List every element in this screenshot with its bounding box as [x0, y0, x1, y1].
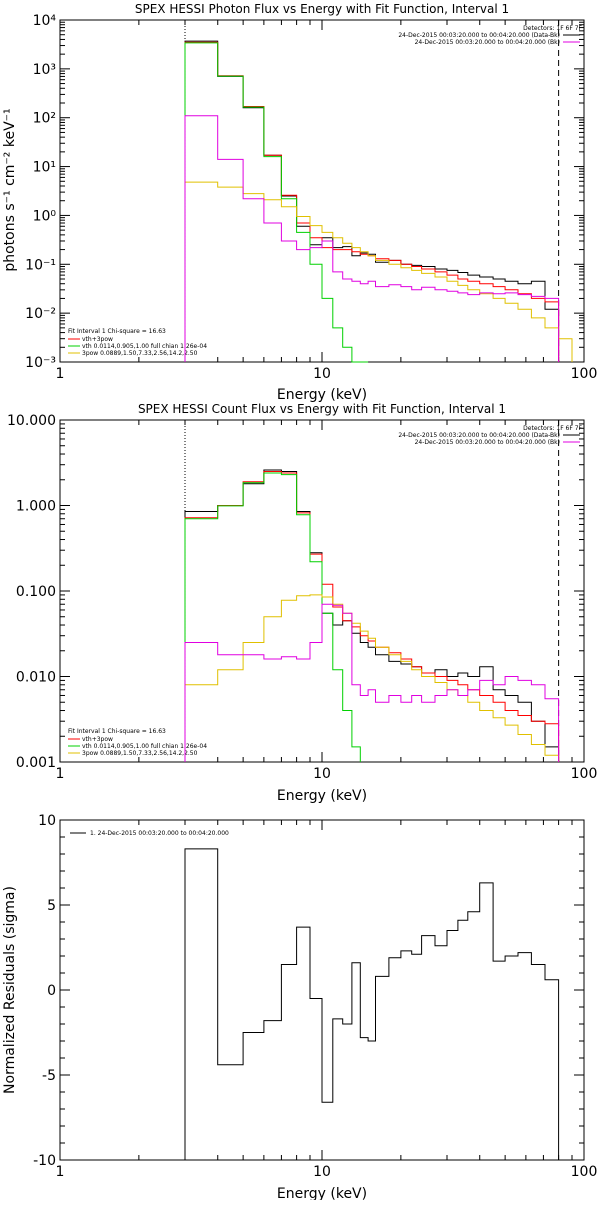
count-ytick-label: 10.000 — [7, 413, 56, 429]
photon-series-bk — [184, 115, 560, 362]
count-xtick-label: 10 — [313, 766, 331, 782]
count-ytick-label: 1.000 — [16, 499, 56, 515]
count-legend-0: 24-Dec-2015 00:03:20.000 to 00:04:20.000… — [398, 432, 560, 439]
photon-xlabel: Energy (keV) — [277, 387, 367, 403]
count-legend-header: Detectors: 1F 6F 7F — [523, 425, 582, 432]
photon-series-vth-3pow — [184, 41, 560, 362]
count-ytick-label: 0.100 — [16, 584, 56, 600]
count-ytick-label: 0.010 — [16, 670, 56, 686]
count-xtick-label: 1 — [56, 766, 65, 782]
residual-xlabel: Energy (keV) — [277, 1186, 367, 1200]
residual-ytick-label: 0 — [47, 983, 56, 999]
photon-ytick-label: 10⁻¹ — [25, 257, 56, 273]
photon-fit-item-0: vth+3pow — [82, 336, 113, 343]
photon-series-3pow — [184, 181, 573, 362]
photon-ytick-label: 10⁻³ — [25, 355, 56, 371]
photon-legend-header: Detectors: 1F 6F 7F — [523, 25, 582, 32]
count-fit-item-2: 3pow 0.0889,1.50,7.33,2.56,14.2,2.50 — [82, 750, 198, 757]
photon-ylabel: photons s⁻¹ cm⁻² keV⁻¹ — [2, 108, 18, 271]
count-xlabel: Energy (keV) — [277, 788, 367, 804]
photon-xtick-label: 100 — [571, 366, 598, 382]
count-fit-line1: Fit Interval 1 Chi-square = 16.63 — [68, 728, 166, 735]
photon-ytick-label: 10³ — [33, 62, 56, 78]
residual-ytick-label: 5 — [47, 898, 56, 914]
photon-legend-0: 24-Dec-2015 00:03:20.000 to 00:04:20.000… — [398, 32, 560, 39]
residual-ytick-label: -5 — [42, 1068, 56, 1084]
residual-ytick-label: 10 — [38, 813, 56, 829]
count-title: SPEX HESSI Count Flux vs Energy with Fit… — [138, 402, 506, 416]
count-series-vth-3pow — [184, 471, 560, 762]
photon-title: SPEX HESSI Photon Flux vs Energy with Fi… — [135, 2, 509, 16]
residual-legend-0: 1. 24-Dec-2015 00:03:20.000 to 00:04:20.… — [90, 830, 229, 837]
photon-plot-frame — [59, 19, 585, 363]
residual-ytick-label: -10 — [33, 1153, 56, 1169]
count-xtick-label: 100 — [571, 766, 598, 782]
photon-fit-item-1: vth 0.0114,0.905,1.00 full chian 1.26e-0… — [82, 343, 207, 350]
residual-xtick-label: 10 — [313, 1164, 331, 1180]
photon-xtick-label: 10 — [313, 366, 331, 382]
photon-fit-line1: Fit Interval 1 Chi-square = 16.63 — [68, 328, 166, 335]
photon-series-data-bk — [184, 40, 560, 362]
count-fit-item-0: vth+3pow — [82, 736, 113, 743]
photon-series-vth — [184, 42, 369, 363]
photon-xtick-label: 1 — [56, 366, 65, 382]
photon-fit-item-2: 3pow 0.0889,1.50,7.33,2.56,14.2,2.50 — [82, 350, 198, 357]
residual-xtick-label: 100 — [571, 1164, 598, 1180]
residual-plot-frame — [59, 819, 585, 1161]
count-series-3pow — [184, 594, 560, 762]
photon-ytick-label: 10¹ — [33, 160, 56, 176]
residual-series-residuals — [184, 848, 560, 1160]
count-ytick-label: 0.001 — [16, 755, 56, 771]
count-series-bk — [184, 603, 560, 762]
count-series-data-bk — [184, 469, 560, 762]
photon-legend-1: 24-Dec-2015 00:03:20.000 to 00:04:20.000… — [415, 39, 560, 46]
count-fit-item-1: vth 0.0114,0.905,1.00 full chian 1.26e-0… — [82, 743, 207, 750]
photon-ytick-label: 10² — [33, 111, 56, 127]
count-legend-1: 24-Dec-2015 00:03:20.000 to 00:04:20.000… — [415, 439, 560, 446]
photon-ytick-label: 10⁰ — [33, 208, 57, 224]
count-series-vth — [184, 472, 361, 762]
photon-ytick-label: 10⁻² — [25, 306, 56, 322]
photon-ytick-label: 10⁴ — [33, 13, 57, 29]
residual-xtick-label: 1 — [56, 1164, 65, 1180]
residual-ylabel: Normalized Residuals (sigma) — [2, 886, 18, 1094]
